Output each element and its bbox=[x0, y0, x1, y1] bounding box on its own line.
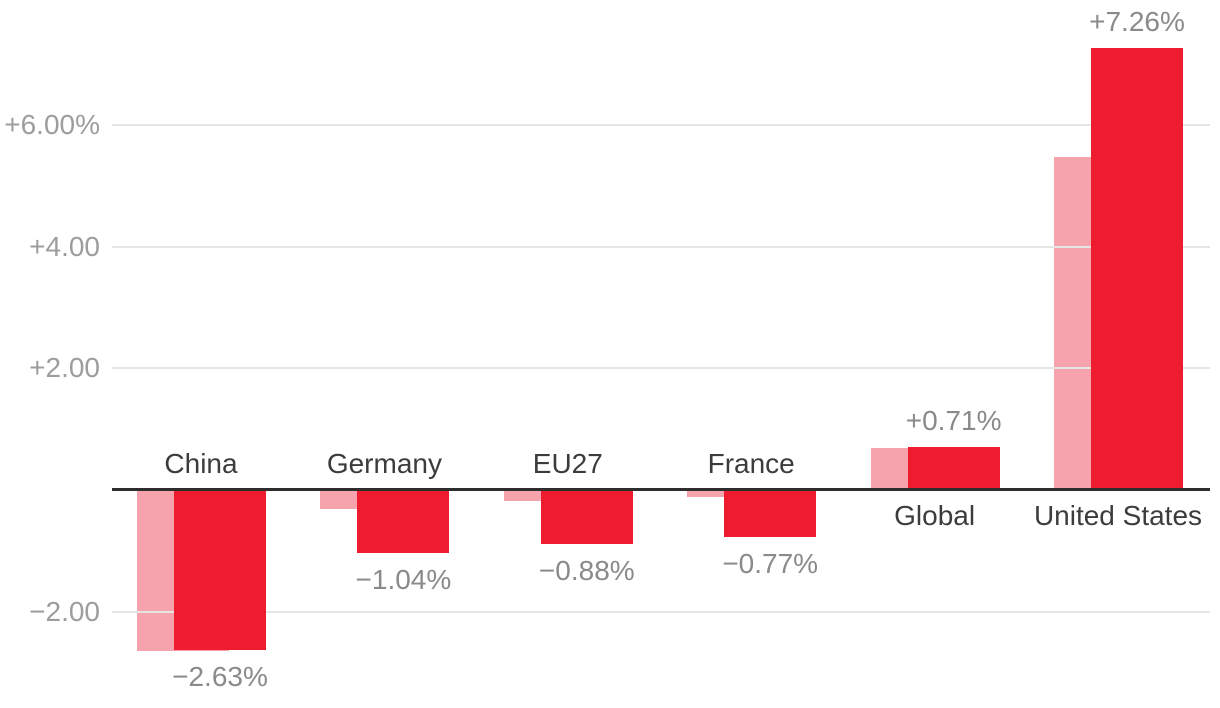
y-tick-label: −2.00 bbox=[29, 595, 100, 627]
value-label-eu27: −0.88% bbox=[538, 554, 635, 586]
value-label-global: +0.71% bbox=[905, 404, 1002, 436]
value-label-china: −2.63% bbox=[172, 661, 268, 693]
bar-dark-eu27 bbox=[540, 490, 633, 544]
category-label-china: China bbox=[164, 448, 238, 479]
category-label-global: Global bbox=[894, 500, 976, 531]
category-label-united-states: United States bbox=[1033, 500, 1203, 531]
value-label-france: −0.77% bbox=[722, 547, 819, 579]
category-label-germany: Germany bbox=[326, 448, 442, 479]
gridline bbox=[112, 610, 1210, 613]
bar-dark-france bbox=[724, 490, 817, 537]
x-axis-line bbox=[112, 488, 1210, 491]
category-label-france: France bbox=[707, 448, 795, 479]
bar-dark-germany bbox=[357, 490, 450, 554]
bar-dark-china bbox=[174, 490, 266, 651]
gridline bbox=[112, 367, 1210, 370]
category-label-eu27: EU27 bbox=[532, 448, 603, 479]
y-tick-label: +6.00% bbox=[4, 108, 100, 140]
gridline bbox=[112, 245, 1210, 248]
value-label-germany: −1.04% bbox=[355, 564, 452, 596]
gridline bbox=[112, 123, 1210, 126]
bar-dark-united-states bbox=[1091, 48, 1183, 490]
y-tick-label: +4.00 bbox=[29, 230, 100, 262]
y-tick-label: +2.00 bbox=[29, 352, 100, 384]
value-label-united-states: +7.26% bbox=[1089, 6, 1185, 38]
bar-dark-global bbox=[907, 446, 1000, 490]
